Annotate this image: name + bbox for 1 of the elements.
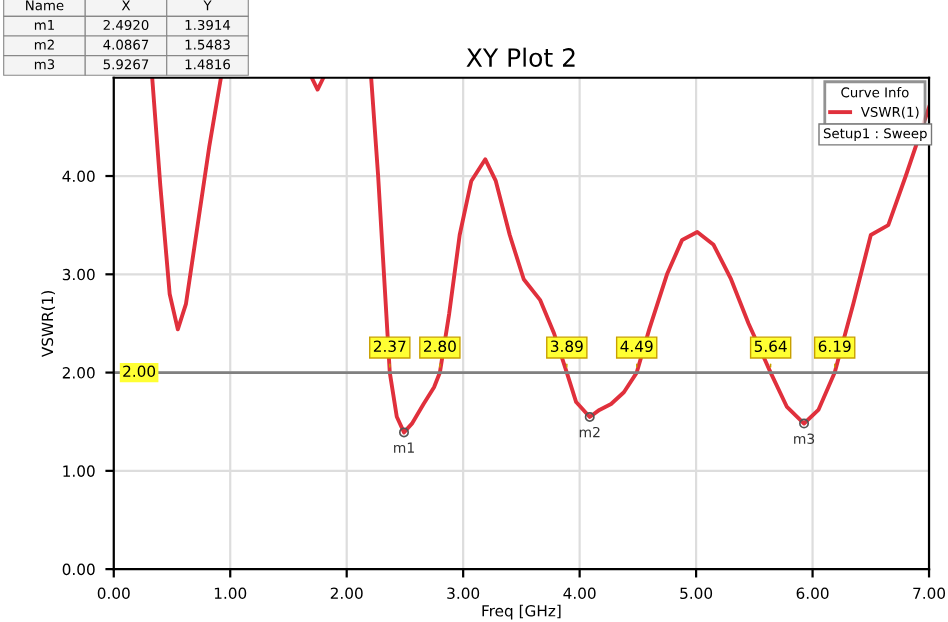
chart-title: XY Plot 2 xyxy=(466,47,575,67)
